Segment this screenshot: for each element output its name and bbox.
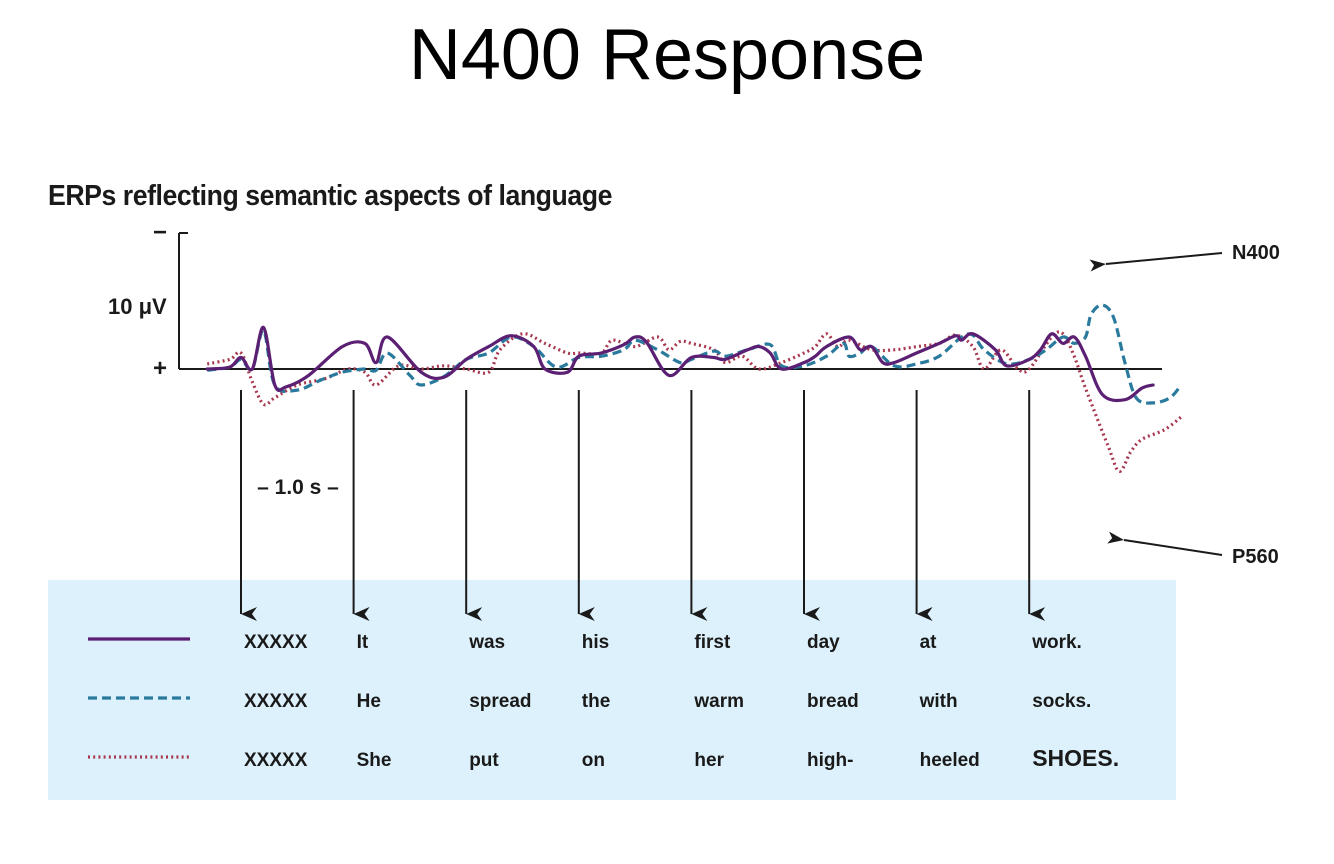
stimulus-word: warm [693,691,744,712]
stimulus-word: heeled [920,750,980,771]
stimulus-word: the [582,691,611,712]
series-line-dashed [206,303,1183,405]
series-line-dotted [206,330,1183,473]
stimulus-word: her [694,750,724,771]
p560-pointer [1107,531,1223,556]
stimulus-word: XXXXX [244,691,308,712]
stimulus-word: He [357,691,381,712]
stimulus-word: XXXXX [244,632,308,653]
stimulus-word: spread [469,691,531,712]
stimulus-word: bread [807,691,859,712]
stimulus-panel [48,580,1176,800]
stimulus-word: on [582,750,605,771]
n400-pointer [1089,252,1223,272]
stimulus-word: SHOES. [1032,745,1119,771]
stimulus-word: XXXXX [244,750,308,771]
series-lines [205,303,1183,473]
time-scale-label: – 1.0 s – [257,476,339,499]
stimulus-word: put [469,750,499,771]
stimulus-word: with [919,691,958,712]
stimulus-word: first [694,632,731,653]
stimulus-word: She [357,750,392,771]
page-title: N400 Response [408,15,926,95]
series-line-solid [205,325,1155,403]
y-axis-scale-label: 10 μV [108,294,167,319]
chart-subtitle: ERPs reflecting semantic aspects of lang… [48,180,612,212]
stimulus-word: day [807,632,840,653]
stimulus-word: socks. [1032,691,1091,712]
y-axis-bottom-label: + [153,355,167,382]
stimulus-word: was [468,632,505,653]
stimulus-word: It [357,632,369,653]
word-grid: XXXXX It was his first day at work. XXXXX He sprea… [244,632,1119,771]
legend-samples [88,637,190,759]
stimulus-word: work. [1031,632,1082,653]
y-axis-top-label: − [153,219,167,246]
stimulus-word: his [582,632,609,653]
n400-label: N400 [1232,242,1280,264]
p560-label: P560 [1232,546,1279,568]
stimulus-word: at [920,632,938,653]
stimulus-word: high- [807,750,853,771]
onset-arrows [240,390,1046,621]
